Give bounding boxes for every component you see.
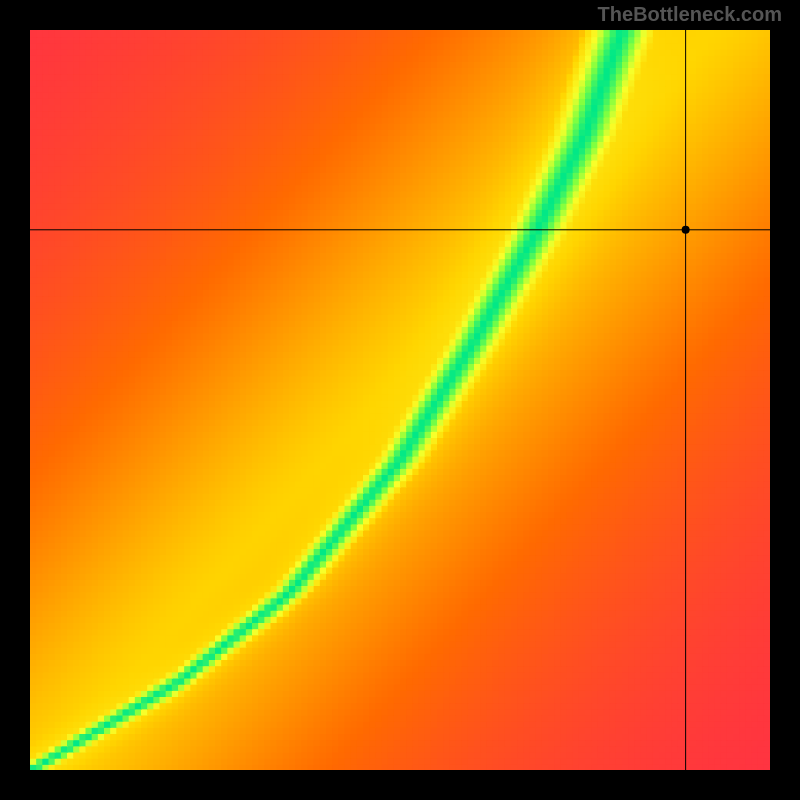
watermark-text: TheBottleneck.com (598, 4, 782, 27)
heatmap-canvas (30, 30, 770, 770)
chart-container: TheBottleneck.com (0, 0, 800, 800)
heatmap-plot (30, 30, 770, 770)
